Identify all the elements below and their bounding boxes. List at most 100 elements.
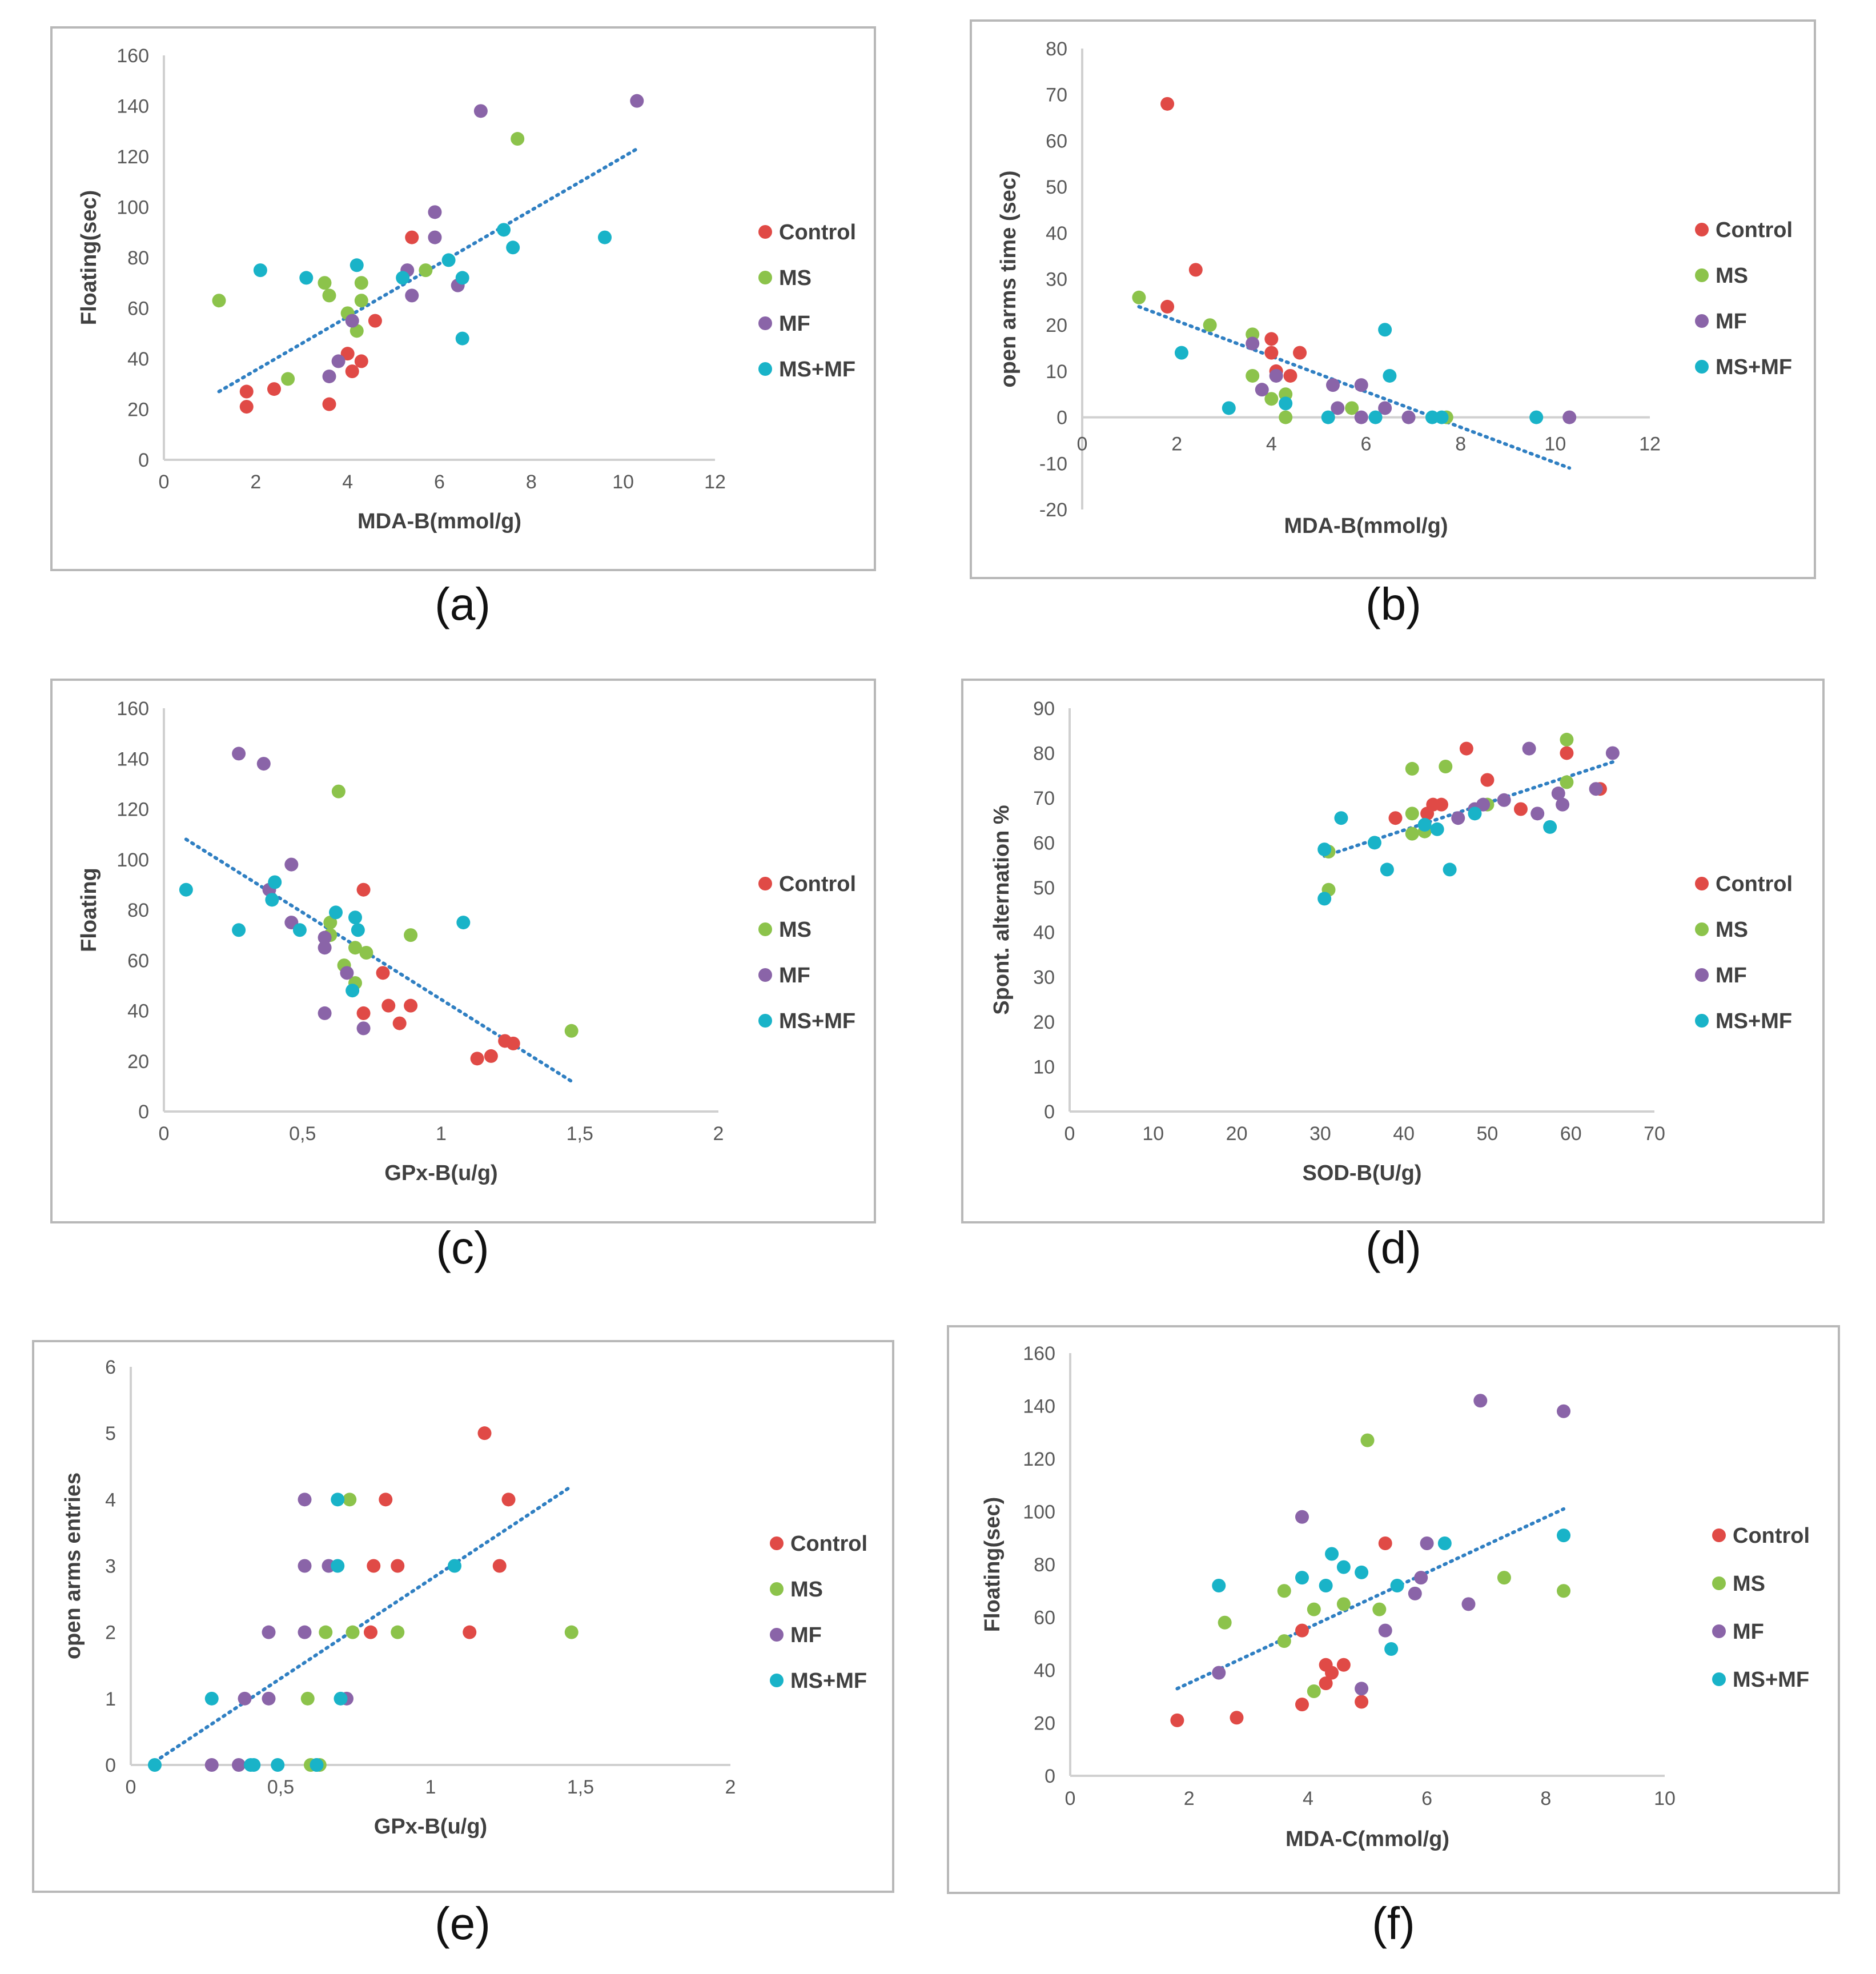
data-point xyxy=(298,1559,312,1573)
data-point xyxy=(455,331,469,346)
y-tick-label: 100 xyxy=(1023,1502,1055,1523)
x-tick-label: 4 xyxy=(1266,434,1277,455)
data-point xyxy=(1443,862,1457,877)
chart-panel-6: 0 20 40 60 80 100 120 140 160 0 2 4 6 8 10 MDA-C(mmol/g… xyxy=(947,1325,1840,1949)
legend-marker xyxy=(758,362,772,376)
data-point xyxy=(1551,787,1565,801)
x-tick-label: 0,5 xyxy=(267,1776,294,1798)
series-control xyxy=(364,1426,516,1639)
data-point xyxy=(1557,1404,1571,1418)
panel-label: (b) xyxy=(1365,579,1421,629)
x-axis-title: MDA-B(mmol/g) xyxy=(1284,514,1448,538)
data-point xyxy=(428,230,442,244)
y-axis-title: Floating(sec) xyxy=(981,1497,1005,1632)
data-point xyxy=(292,923,307,937)
data-point xyxy=(331,354,346,368)
data-point xyxy=(318,1006,332,1020)
data-point xyxy=(319,1625,333,1639)
x-tick-label: 0,5 xyxy=(289,1123,316,1145)
legend-label: MS xyxy=(779,918,812,942)
data-point xyxy=(1380,862,1394,877)
data-point xyxy=(322,369,336,383)
data-point xyxy=(204,1691,219,1706)
series-mf xyxy=(204,1492,353,1772)
chart-frame xyxy=(961,679,1825,1223)
data-point xyxy=(1188,263,1203,277)
x-tick-label: 0 xyxy=(159,471,170,493)
data-point xyxy=(1589,782,1603,796)
data-point xyxy=(1378,1623,1392,1638)
data-point xyxy=(1405,761,1419,776)
y-tick-label: 40 xyxy=(127,348,149,370)
y-tick-label: 20 xyxy=(1046,315,1067,336)
data-point xyxy=(334,1691,348,1706)
y-tick-label: 1 xyxy=(105,1688,116,1710)
x-tick-label: 2 xyxy=(1184,1788,1195,1810)
data-point xyxy=(1513,802,1528,816)
legend-marker xyxy=(1695,268,1709,282)
legend-marker xyxy=(758,877,772,890)
data-point xyxy=(1372,1602,1387,1616)
data-point xyxy=(1543,820,1557,834)
data-point xyxy=(381,998,396,1013)
legend-label: MF xyxy=(1733,1620,1764,1644)
data-point xyxy=(329,905,343,920)
y-tick-label: 100 xyxy=(117,849,149,871)
x-tick-label: 12 xyxy=(1639,434,1661,455)
data-point xyxy=(1560,732,1574,747)
data-point xyxy=(253,263,267,278)
data-point xyxy=(1473,1394,1488,1408)
data-point xyxy=(1336,1560,1351,1574)
data-point xyxy=(1388,811,1403,825)
data-point xyxy=(268,875,282,889)
y-tick-label: 160 xyxy=(117,698,149,720)
data-point xyxy=(1497,1571,1511,1585)
data-point xyxy=(1279,410,1293,424)
data-point xyxy=(1414,1571,1428,1585)
x-tick-label: 0 xyxy=(159,1123,170,1145)
data-point xyxy=(1354,410,1368,424)
data-point xyxy=(1384,1642,1399,1656)
data-point xyxy=(1203,318,1217,332)
data-point xyxy=(1355,1565,1369,1579)
data-point xyxy=(1317,842,1332,857)
y-tick-label: 40 xyxy=(1033,922,1055,944)
legend-label: MF xyxy=(790,1623,822,1647)
x-tick-label: 10 xyxy=(1544,434,1566,455)
data-point xyxy=(1530,807,1545,821)
y-tick-label: 0 xyxy=(1045,1766,1055,1787)
y-tick-label: 2 xyxy=(105,1622,116,1644)
y-tick-label: 0 xyxy=(138,1101,149,1123)
data-point xyxy=(343,1492,357,1507)
y-tick-label: 120 xyxy=(117,799,149,821)
data-point xyxy=(364,1625,377,1639)
data-point xyxy=(298,1492,312,1507)
data-point xyxy=(1222,401,1236,415)
data-point xyxy=(1401,410,1416,424)
y-tick-label: 60 xyxy=(1046,130,1067,152)
series-mf xyxy=(1212,1394,1571,1696)
data-point xyxy=(232,923,246,937)
x-tick-label: 8 xyxy=(1455,434,1466,455)
data-point xyxy=(1295,1623,1309,1638)
data-point xyxy=(1461,1597,1476,1611)
data-point xyxy=(1367,836,1381,850)
y-axis-title: open arms time (sec) xyxy=(997,170,1021,387)
data-point xyxy=(354,294,368,308)
x-tick-label: 0 xyxy=(1064,1123,1075,1145)
data-point xyxy=(1160,97,1175,111)
x-tick-label: 2 xyxy=(725,1776,736,1798)
legend-label: Control xyxy=(1716,872,1793,896)
data-point xyxy=(265,893,279,907)
panel-label: (c) xyxy=(436,1222,489,1273)
data-point xyxy=(262,1691,276,1706)
chart-panel-5: 0 1 2 3 4 5 6 0 0,5 1 1,5 2 GPx-B(u/g) open arms entr… xyxy=(32,1340,894,1949)
legend-label: MF xyxy=(779,312,810,336)
data-point xyxy=(232,747,246,761)
chart-frame xyxy=(50,26,876,571)
y-tick-label: 120 xyxy=(117,146,149,168)
legend-label: MS+MF xyxy=(1716,355,1792,379)
data-point xyxy=(1405,807,1419,821)
data-point xyxy=(1277,1584,1291,1598)
data-point xyxy=(1246,336,1260,351)
